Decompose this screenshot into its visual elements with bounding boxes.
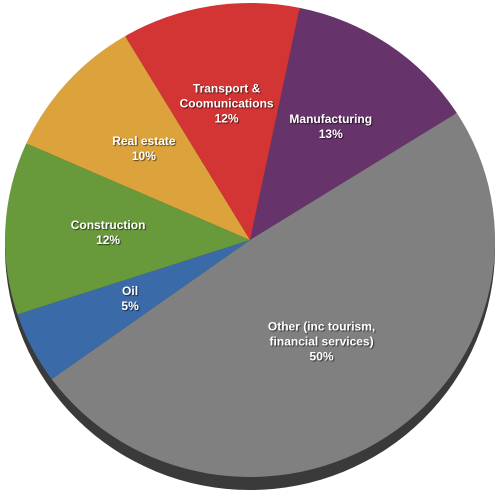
slice-label: Oil 5% (75, 284, 185, 314)
slice-label: Real estate 10% (89, 134, 199, 164)
value-label: 10% (131, 148, 156, 163)
value-label: 5% (121, 299, 139, 314)
category-label: Oil (122, 284, 139, 299)
value-label: 12% (214, 111, 239, 126)
pie-slice (250, 7, 457, 240)
value-label: 12% (96, 233, 121, 248)
slice-label: Transport & Coomunications 12% (172, 82, 282, 127)
pie-slice (4, 143, 250, 315)
category-label: Manufacturing (289, 111, 373, 126)
category-label: Transport & Coomunications (179, 81, 274, 111)
value-label: 50% (309, 349, 334, 364)
category-label: Other (inc tourism, financial services) (267, 319, 376, 349)
value-label: 13% (318, 126, 343, 141)
slice-label: Other (inc tourism, financial services) 5… (252, 319, 392, 364)
pie-slice (51, 112, 495, 477)
category-label: Construction (70, 218, 146, 233)
pie-slice (125, 3, 300, 241)
pie-slice (26, 36, 251, 241)
pie-slice (17, 240, 250, 380)
slice-label: Manufacturing 13% (276, 112, 386, 142)
slice-label: Construction 12% (53, 218, 163, 248)
category-label: Real estate (112, 133, 176, 148)
